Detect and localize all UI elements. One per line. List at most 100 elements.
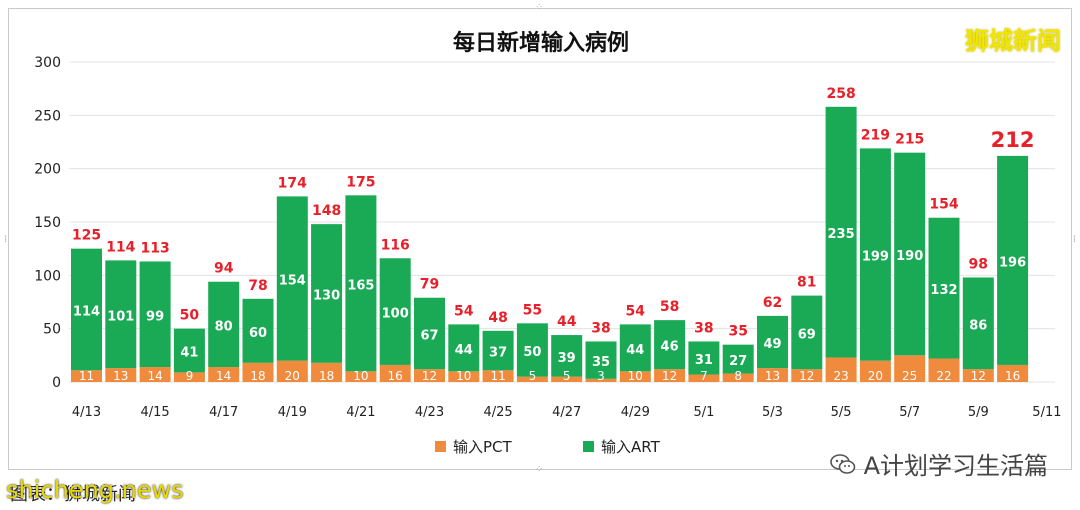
bar-pct — [71, 370, 102, 382]
pct-data-label: 22 — [936, 369, 951, 383]
y-tick-label: 300 — [34, 55, 61, 71]
pct-data-label: 16 — [1005, 369, 1020, 383]
bar-pct — [105, 368, 137, 382]
pct-data-label: 14 — [147, 369, 162, 383]
total-data-label: 154 — [929, 197, 958, 213]
bar-art — [311, 224, 343, 363]
total-data-label: 38 — [591, 320, 610, 336]
art-data-label: 31 — [695, 353, 713, 368]
art-data-label: 27 — [729, 354, 747, 369]
bar-art — [414, 297, 445, 370]
pct-data-label: 7 — [700, 369, 708, 383]
bar-pct — [379, 364, 411, 382]
art-data-label: 35 — [592, 355, 610, 370]
bar-art — [619, 324, 651, 372]
bar-pct — [997, 364, 1029, 382]
total-data-label: 44 — [557, 314, 577, 330]
bar-pct — [859, 360, 891, 382]
x-tick-label: 4/19 — [278, 405, 307, 420]
total-data-label: 113 — [140, 240, 169, 256]
bar-art — [208, 281, 240, 368]
resize-handle-bottom[interactable]: ⁘ — [535, 464, 544, 475]
art-data-label: 235 — [828, 227, 855, 242]
bar-art — [962, 277, 994, 370]
bar-art — [688, 341, 720, 375]
resize-handle-right[interactable]: ⁞ — [1072, 234, 1076, 245]
art-data-label: 190 — [896, 249, 923, 264]
bar-pct — [448, 371, 480, 382]
art-data-label: 99 — [146, 309, 164, 324]
total-data-label: 148 — [312, 203, 341, 219]
pct-data-label: 9 — [186, 369, 194, 383]
pct-data-label: 13 — [765, 369, 780, 383]
bar-art — [722, 344, 754, 374]
art-data-label: 199 — [862, 250, 889, 265]
total-data-label: 54 — [626, 303, 646, 319]
x-tick-label: 4/27 — [552, 405, 581, 420]
art-data-label: 132 — [930, 283, 957, 298]
resize-handle-left[interactable]: ⁞ — [4, 234, 8, 245]
pct-data-label: 13 — [113, 369, 128, 383]
bar-pct — [825, 357, 857, 382]
pct-data-label: 5 — [563, 369, 571, 383]
bar-pct — [962, 369, 994, 382]
pct-data-label: 5 — [529, 369, 537, 383]
bar-art — [757, 315, 788, 369]
art-data-label: 44 — [626, 343, 644, 358]
bar-pct — [345, 371, 377, 382]
bar-art — [791, 295, 823, 370]
bar-pct — [276, 360, 308, 382]
bar-pct — [551, 376, 583, 382]
bar-art — [859, 148, 891, 361]
bar-pct — [208, 367, 240, 382]
pct-data-label: 11 — [79, 369, 94, 383]
bar-art — [71, 248, 102, 371]
total-data-label: 48 — [488, 310, 507, 326]
x-tick-label: 5/5 — [831, 405, 852, 420]
art-data-label: 101 — [107, 309, 134, 324]
pct-data-label: 3 — [597, 369, 605, 383]
account-watermark: A计划学习生活篇 — [829, 446, 1048, 481]
total-data-label: 50 — [180, 308, 200, 324]
total-data-label: 212 — [991, 128, 1035, 152]
y-tick-label: 200 — [34, 162, 61, 178]
bar-pct — [757, 368, 788, 382]
bar-art — [276, 196, 308, 361]
bar-pct — [688, 374, 720, 382]
resize-handle-top[interactable]: ⁘ — [535, 2, 544, 13]
pct-data-label: 10 — [456, 369, 471, 383]
x-tick-label: 5/7 — [899, 405, 920, 420]
pct-data-label: 20 — [868, 369, 883, 383]
bar-art — [448, 324, 480, 372]
total-data-label: 175 — [346, 174, 375, 190]
site-watermark: shicheng.news — [6, 476, 184, 504]
total-data-label: 94 — [214, 261, 234, 277]
y-tick-label: 250 — [34, 108, 61, 124]
legend-swatch — [435, 441, 446, 452]
art-data-label: 130 — [313, 288, 340, 303]
y-tick-label: 50 — [43, 322, 61, 338]
x-tick-label: 4/13 — [72, 405, 101, 420]
bar-pct — [139, 367, 171, 382]
bar-pct — [585, 378, 617, 382]
total-data-label: 55 — [523, 302, 542, 318]
pct-data-label: 10 — [353, 369, 368, 383]
bar-art — [997, 155, 1029, 365]
pct-data-label: 11 — [490, 369, 505, 383]
wechat-icon — [829, 453, 856, 475]
bar-art — [173, 328, 205, 373]
total-data-label: 114 — [106, 239, 135, 255]
bar-pct — [894, 355, 926, 382]
pct-data-label: 12 — [799, 369, 814, 383]
legend-label: 输入ART — [601, 438, 661, 456]
art-data-label: 67 — [420, 328, 438, 343]
chart-caption: 图表：狮城新闻 — [10, 484, 136, 505]
x-tick-label: 4/15 — [140, 405, 169, 420]
pct-data-label: 20 — [285, 369, 300, 383]
bar-chart: 0501001502002503001111412513101114149911… — [34, 55, 1061, 456]
legend-swatch — [583, 441, 594, 452]
total-data-label: 219 — [861, 127, 890, 143]
pct-data-label: 16 — [388, 369, 403, 383]
bar-art — [894, 152, 926, 356]
pct-data-label: 10 — [628, 369, 643, 383]
